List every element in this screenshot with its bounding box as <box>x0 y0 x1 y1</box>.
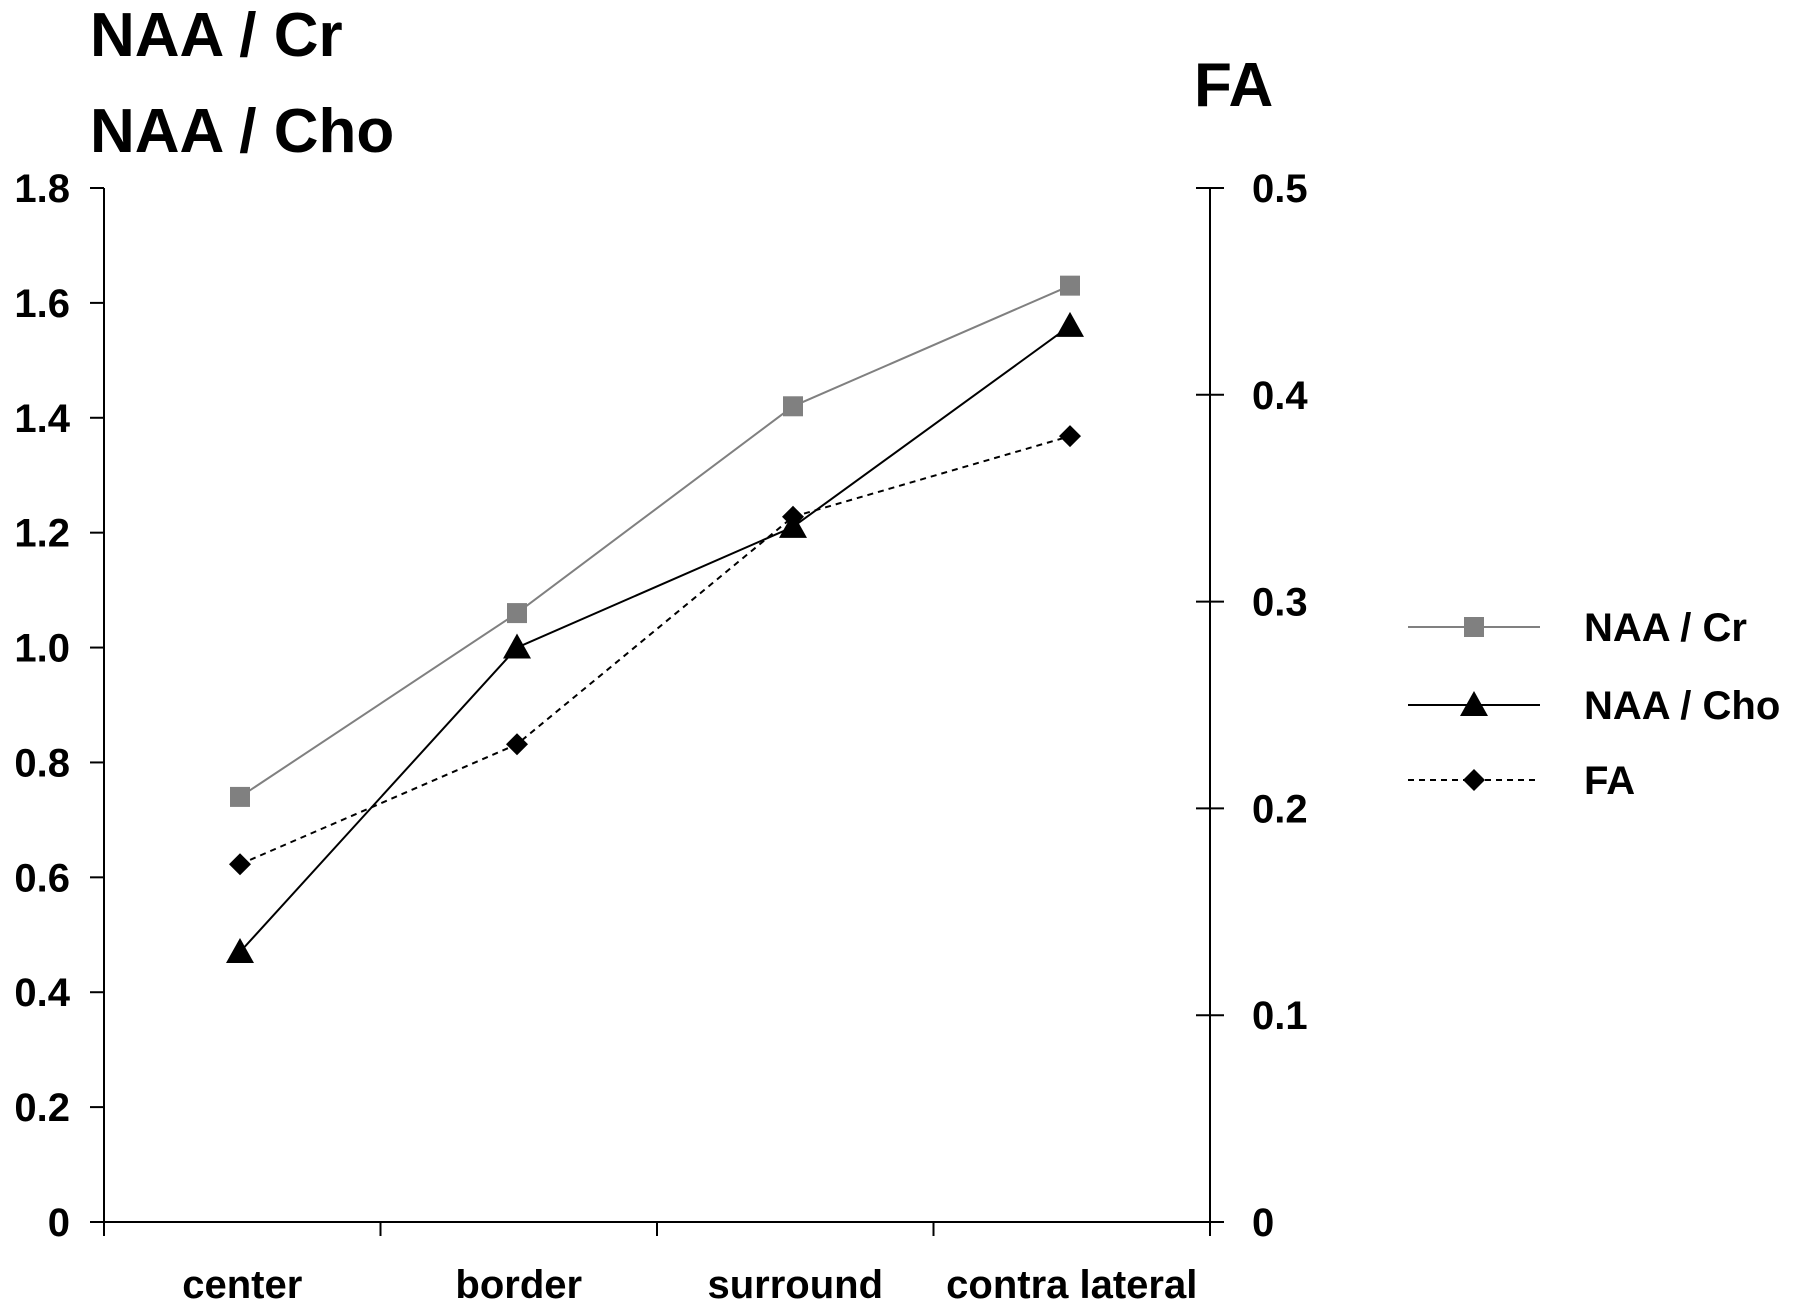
left-y-tick-label: 0.6 <box>14 856 70 900</box>
data-point-naa-cr <box>1060 275 1080 296</box>
data-point-naa-cho <box>226 938 254 964</box>
series-line-fa <box>239 435 1071 866</box>
legend-marker-naa-cho <box>1460 691 1488 716</box>
series-naa-cho <box>226 311 1084 964</box>
legend-marker-naa-cr <box>1464 617 1484 637</box>
series-line-naa-cho <box>239 325 1071 953</box>
legend-label-naa-cr: NAA / Cr <box>1584 606 1747 650</box>
left-y-tick-label: 1.0 <box>14 627 70 671</box>
series-naa-cr <box>230 275 1080 807</box>
data-point-fa <box>1059 425 1081 448</box>
left-axis-title-1: NAA / Cr <box>90 1 343 70</box>
x-category-label: contra lateral <box>946 1263 1197 1307</box>
data-point-naa-cho <box>503 633 531 659</box>
left-y-tick-label: 0.8 <box>14 741 70 785</box>
data-point-naa-cr <box>783 396 803 417</box>
data-point-naa-cr <box>230 786 250 807</box>
left-y-tick-label: 1.4 <box>14 397 70 441</box>
x-category-label: border <box>455 1263 582 1307</box>
right-axis-title: FA <box>1194 51 1273 120</box>
right-y-tick-label: 0.2 <box>1252 787 1308 831</box>
left-y-tick-label: 1.8 <box>14 167 70 211</box>
left-axis-title-2: NAA / Cho <box>90 97 394 166</box>
left-y-tick-label: 1.2 <box>14 512 70 556</box>
data-point-fa <box>782 505 804 528</box>
legend-label-naa-cho: NAA / Cho <box>1584 684 1780 728</box>
left-y-tick-label: 0 <box>48 1201 70 1245</box>
left-y-tick-label: 0.2 <box>14 1086 70 1130</box>
right-y-tick-label: 0.3 <box>1252 581 1308 625</box>
data-point-naa-cr <box>507 603 527 624</box>
left-y-tick-label: 0.4 <box>14 971 70 1015</box>
series-fa <box>229 425 1081 876</box>
right-y-tick-label: 0.4 <box>1252 374 1308 418</box>
left-y-tick-label: 1.6 <box>14 282 70 326</box>
data-point-naa-cho <box>1056 311 1084 337</box>
data-point-fa <box>229 853 251 876</box>
x-category-label: surround <box>707 1263 883 1307</box>
legend-marker-fa <box>1463 769 1485 791</box>
right-y-tick-label: 0 <box>1252 1201 1274 1245</box>
x-category-label: center <box>182 1263 302 1307</box>
series-line-naa-cr <box>239 284 1071 798</box>
right-y-tick-label: 0.1 <box>1252 994 1308 1038</box>
data-point-fa <box>506 733 528 756</box>
right-y-tick-label: 0.5 <box>1252 167 1308 211</box>
legend-label-fa: FA <box>1584 759 1635 803</box>
